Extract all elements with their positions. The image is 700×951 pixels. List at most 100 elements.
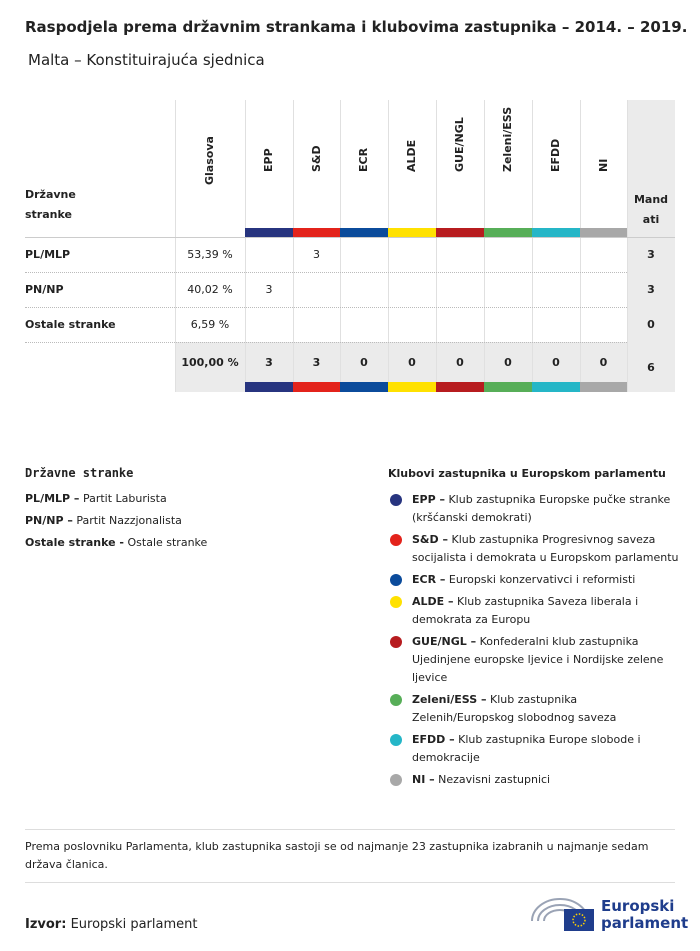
seats: 3	[265, 283, 273, 296]
row-header: Državne stranke	[25, 188, 76, 221]
legend-dot	[390, 636, 402, 648]
divider	[532, 100, 533, 392]
group-header: S&D	[309, 145, 323, 172]
party: PL/MLP	[25, 248, 71, 261]
group-bar	[245, 382, 293, 392]
group-bar	[245, 228, 293, 237]
group-header: EFDD	[549, 138, 562, 172]
group-bar	[436, 382, 484, 392]
group-bar	[293, 228, 340, 237]
group-header: EPP	[262, 148, 275, 172]
group-bar	[340, 228, 388, 237]
legend-item: NI – Nezavisni zastupnici	[388, 771, 680, 789]
legend-name: Klub zastupnika Europe slobode i demokra…	[412, 733, 641, 764]
legend-dot	[390, 494, 402, 506]
rule	[25, 882, 675, 883]
legend-name: Klub zastupnika Europske pučke stranke (…	[412, 493, 671, 524]
party: Ostale stranke	[25, 318, 116, 331]
legend-abbr: S&D –	[412, 533, 448, 546]
legend-item: ALDE – Klub zastupnika Saveza liberala i…	[388, 593, 680, 629]
totals-seats: 0	[408, 355, 416, 369]
legend-abbr: ECR –	[412, 573, 446, 586]
row-rule	[25, 272, 627, 273]
group-bar	[484, 228, 532, 237]
legend-item: PL/MLP – Partit Laburista	[25, 492, 167, 505]
divider	[580, 100, 581, 392]
divider	[175, 100, 176, 392]
totals-votes: 100,00 %	[181, 355, 239, 369]
logo-icon	[531, 898, 594, 931]
totals-seats: 0	[456, 355, 464, 369]
legend-item: EPP – Klub zastupnika Europske pučke str…	[388, 491, 680, 527]
divider	[245, 100, 246, 392]
divider	[627, 100, 628, 392]
legend-dot	[390, 694, 402, 706]
total: 3	[647, 283, 655, 296]
group-bar	[484, 382, 532, 392]
legend-name: Partit Nazzjonalista	[76, 514, 182, 527]
legend-name: Klub zastupnika Zelenih/Europskog slobod…	[412, 693, 617, 724]
legend-dot	[390, 596, 402, 608]
total-header: Mandati	[633, 193, 669, 226]
legend-dot	[390, 734, 402, 746]
total-col-bg	[627, 100, 675, 392]
group-bar	[532, 382, 580, 392]
legend-name: Klub zastupnika Progresivnog saveza soci…	[412, 533, 679, 564]
legend-item: ECR – Europski konzervativci i reformist…	[388, 571, 680, 589]
divider	[388, 100, 389, 392]
legend-title: Državne stranke	[25, 466, 134, 480]
totals-seats: 0	[599, 355, 608, 369]
group-bar	[436, 228, 484, 237]
legend-abbr: GUE/NGL –	[412, 635, 477, 648]
logo-text: Europski parlament	[601, 897, 689, 932]
title: Raspodjela prema državnim strankama i kl…	[25, 18, 688, 36]
legend-dot	[390, 574, 402, 586]
legend-item: Ostale stranke - Ostale stranke	[25, 536, 207, 549]
legend-abbr: NI –	[412, 773, 435, 786]
legend-name: Europski konzervativci i reformisti	[448, 573, 636, 586]
group-bar	[340, 382, 388, 392]
legend-abbr: Ostale stranke -	[25, 536, 124, 549]
legend-name: Konfederalni klub zastupnika Ujedinjene …	[412, 635, 664, 684]
legend-name: Partit Laburista	[82, 492, 167, 505]
legend-item: PN/NP – Partit Nazzjonalista	[25, 514, 182, 527]
votes-header: Glasova	[203, 136, 216, 185]
legend-abbr: PL/MLP –	[25, 492, 80, 505]
legend-abbr: PN/NP –	[25, 514, 73, 527]
legend-name: Klub zastupnika Saveza liberala i demokr…	[412, 595, 639, 626]
source-text: Europski parlament	[70, 917, 198, 932]
source: Izvor: Europski parlament	[25, 917, 197, 932]
group-bar	[580, 228, 627, 237]
divider	[293, 100, 294, 392]
legend-name: Nezavisni zastupnici	[438, 773, 551, 786]
totals-total: 6	[647, 360, 655, 374]
legend-abbr: Zeleni/ESS –	[412, 693, 487, 706]
divider	[340, 100, 341, 392]
rule	[25, 829, 675, 830]
votes: 40,02 %	[187, 283, 233, 296]
total: 0	[647, 318, 655, 331]
row-rule	[25, 307, 627, 308]
header-rule	[25, 237, 675, 238]
group-header: Zeleni/ESS	[501, 106, 514, 172]
legend-name: Ostale stranke	[127, 536, 208, 549]
footnote: Prema poslovniku Parlamenta, klub zastup…	[25, 840, 649, 871]
group-header: GUE/NGL	[453, 117, 466, 172]
totals-seats: 0	[360, 355, 368, 369]
group-bar	[388, 382, 436, 392]
legend-item: EFDD – Klub zastupnika Europe slobode i …	[388, 731, 680, 767]
party: PN/NP	[25, 283, 64, 296]
totals-seats: 0	[552, 355, 560, 369]
legend-abbr: EPP –	[412, 493, 445, 506]
row-rule	[25, 342, 627, 343]
legend-dot	[390, 534, 402, 546]
totals-seats: 0	[504, 355, 512, 369]
divider	[484, 100, 485, 392]
group-bar	[293, 382, 340, 392]
group-header: ALDE	[405, 139, 418, 172]
source-label: Izvor:	[25, 917, 67, 932]
group-header: NI	[596, 158, 610, 172]
legend-title: Klubovi zastupnika u Europskom parlament…	[388, 467, 666, 480]
group-bar	[388, 228, 436, 237]
group-bar	[580, 382, 627, 392]
